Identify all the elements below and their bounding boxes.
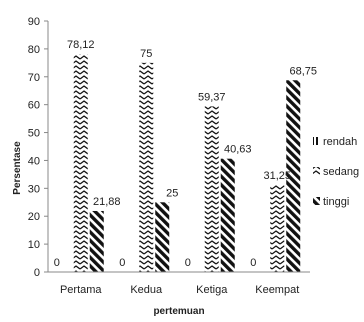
y-tick-label: 40 <box>28 155 40 167</box>
y-tick-label: 70 <box>28 72 40 84</box>
legend: rendah sedang tinggi <box>313 136 359 208</box>
category-label: Pertama <box>60 284 102 296</box>
legend-label-tinggi: tinggi <box>323 196 349 208</box>
data-labels: 0 78,12 21,88 0 75 25 0 59,37 40,63 0 31,25 68,75 <box>54 39 317 269</box>
y-tick-label: 20 <box>28 211 40 223</box>
y-tick-label: 10 <box>28 239 40 251</box>
data-label-tinggi: 25 <box>166 187 178 199</box>
data-label-rendah: 0 <box>54 257 60 269</box>
data-label-sedang: 31,25 <box>263 170 291 182</box>
data-label-rendah: 0 <box>250 257 256 269</box>
y-axis: 0 10 20 30 40 50 60 70 80 90 <box>28 16 49 279</box>
legend-swatch-tinggi <box>313 197 320 205</box>
legend-swatch-sedang <box>313 167 320 175</box>
legend-label-sedang: sedang <box>323 166 359 178</box>
category-label: Ketiga <box>196 284 228 296</box>
bar-tinggi <box>286 80 301 272</box>
legend-label-rendah: rendah <box>323 136 357 148</box>
bar-sedang <box>139 62 154 273</box>
y-axis-title: Persentase <box>12 141 23 195</box>
legend-swatch-rendah <box>313 137 320 145</box>
y-tick-label: 50 <box>28 128 40 140</box>
y-tick-label: 80 <box>28 44 40 56</box>
y-tick-label: 0 <box>34 267 40 279</box>
bar-sedang <box>73 54 88 272</box>
data-label-sedang: 78,12 <box>67 39 95 51</box>
data-label-tinggi: 68,75 <box>289 65 317 77</box>
bar-sedang <box>204 106 219 272</box>
y-tick-label: 60 <box>28 100 40 112</box>
data-label-rendah: 0 <box>119 257 125 269</box>
data-label-tinggi: 40,63 <box>224 144 252 156</box>
bars <box>73 54 301 273</box>
category-label: Keempat <box>255 284 299 296</box>
data-label-sedang: 75 <box>140 48 152 60</box>
y-tick-label: 30 <box>28 183 40 195</box>
x-axis-title: pertemuan <box>153 306 204 317</box>
category-label: Kedua <box>130 284 163 296</box>
data-label-rendah: 0 <box>185 257 191 269</box>
x-axis: Pertama Kedua Ketiga Keempat <box>48 271 310 296</box>
bar-tinggi <box>155 202 170 272</box>
bar-tinggi <box>220 158 235 272</box>
bar-tinggi <box>89 210 104 272</box>
data-label-sedang: 59,37 <box>198 91 226 103</box>
bar-sedang <box>270 184 285 272</box>
y-tick-label: 90 <box>28 16 40 28</box>
data-label-tinggi: 21,88 <box>93 196 121 208</box>
